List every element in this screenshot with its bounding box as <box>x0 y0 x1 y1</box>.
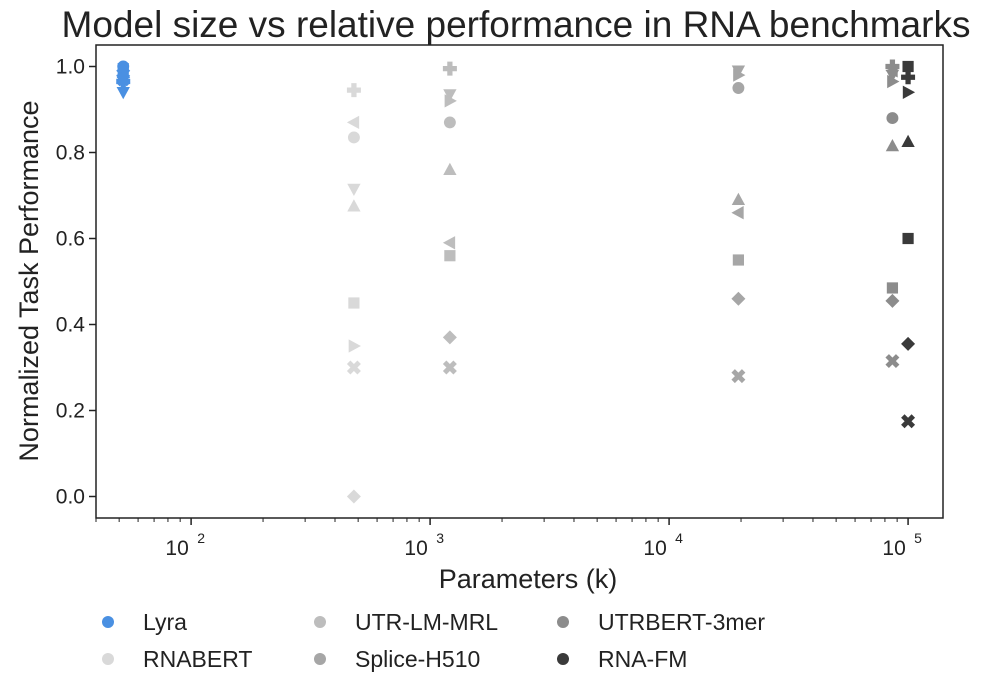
data-point <box>902 232 914 245</box>
data-point <box>444 250 456 262</box>
data-point <box>733 68 746 82</box>
x-tick-label: 10 <box>643 537 666 560</box>
data-point <box>348 339 361 353</box>
data-point <box>902 60 914 73</box>
data-point <box>885 69 900 83</box>
data-point <box>348 297 360 309</box>
data-point <box>886 282 899 294</box>
plot-frame <box>95 44 944 519</box>
series-3 <box>731 65 746 384</box>
x-axis-label: Parameters (k) <box>439 564 618 594</box>
y-tick-label: 0.4 <box>56 314 86 337</box>
data-point <box>346 360 361 375</box>
data-point <box>885 293 900 308</box>
legend-label: UTRBERT-3mer <box>598 609 765 635</box>
data-point <box>442 360 457 375</box>
legend-marker <box>557 616 569 628</box>
data-point <box>443 89 457 102</box>
data-point <box>443 162 457 175</box>
x-axis: 10 2 10 3 10 4 10 5 <box>95 518 922 560</box>
chart-title: Model size vs relative performance in RN… <box>62 4 971 45</box>
x-tick-label: 10 <box>404 537 427 560</box>
data-point <box>887 74 900 89</box>
data-point <box>901 414 916 429</box>
data-point <box>116 87 130 100</box>
data-point <box>885 139 900 152</box>
data-point <box>885 354 900 369</box>
legend-marker <box>102 616 114 628</box>
data-point <box>346 489 361 504</box>
y-tick-label: 0.6 <box>56 228 85 251</box>
y-axis: 0.0 0.2 0.4 0.6 0.8 1.0 <box>56 56 96 509</box>
legend-label: Splice-H510 <box>355 646 480 672</box>
data-point <box>442 236 456 250</box>
legend-label: RNA-FM <box>598 646 687 672</box>
data-point <box>901 70 916 85</box>
data-point <box>444 94 457 108</box>
legend-label: Lyra <box>143 609 187 635</box>
series-0 <box>116 60 131 100</box>
data-point <box>731 206 744 220</box>
data-point <box>116 74 131 89</box>
legend-marker <box>557 653 569 665</box>
data-point <box>347 199 361 212</box>
data-point <box>901 336 916 351</box>
data-point <box>731 192 746 206</box>
legend-marker <box>314 616 326 628</box>
series-5 <box>901 60 916 429</box>
data-point <box>443 116 456 129</box>
data-point <box>347 183 361 197</box>
data-point <box>886 112 899 125</box>
legend-label: UTR-LM-MRL <box>355 609 498 635</box>
y-tick-label: 1.0 <box>56 56 85 79</box>
y-tick-label: 0.8 <box>56 142 85 165</box>
x-tick-label: 10 <box>882 537 905 560</box>
data-point <box>901 134 915 147</box>
data-point <box>442 330 457 345</box>
data-points <box>116 59 916 504</box>
legend-label: RNABERT <box>143 646 253 672</box>
data-point <box>902 85 916 99</box>
series-1 <box>346 83 361 504</box>
legend-marker <box>102 653 114 665</box>
x-tick-exponent: 4 <box>675 530 683 546</box>
y-axis-label: Normalized Task Performance <box>14 100 44 461</box>
y-tick-label: 0.2 <box>56 400 85 423</box>
series-4 <box>885 59 900 369</box>
data-point <box>347 131 360 144</box>
data-point <box>442 61 457 76</box>
data-point <box>731 369 746 384</box>
x-tick-label: 10 <box>165 537 188 560</box>
data-point <box>346 115 360 130</box>
x-tick-exponent: 3 <box>436 530 444 546</box>
data-point <box>732 254 745 266</box>
data-point <box>732 82 745 94</box>
x-tick-exponent: 5 <box>914 530 922 546</box>
series-2 <box>442 61 457 375</box>
y-tick-label: 0.0 <box>56 486 85 509</box>
legend-marker <box>314 653 326 665</box>
data-point <box>731 291 746 306</box>
x-tick-exponent: 2 <box>197 530 205 546</box>
legend: Lyra RNABERT UTR-LM-MRL Splice-H510 UTRBERT-… <box>102 609 765 672</box>
data-point <box>346 83 361 98</box>
